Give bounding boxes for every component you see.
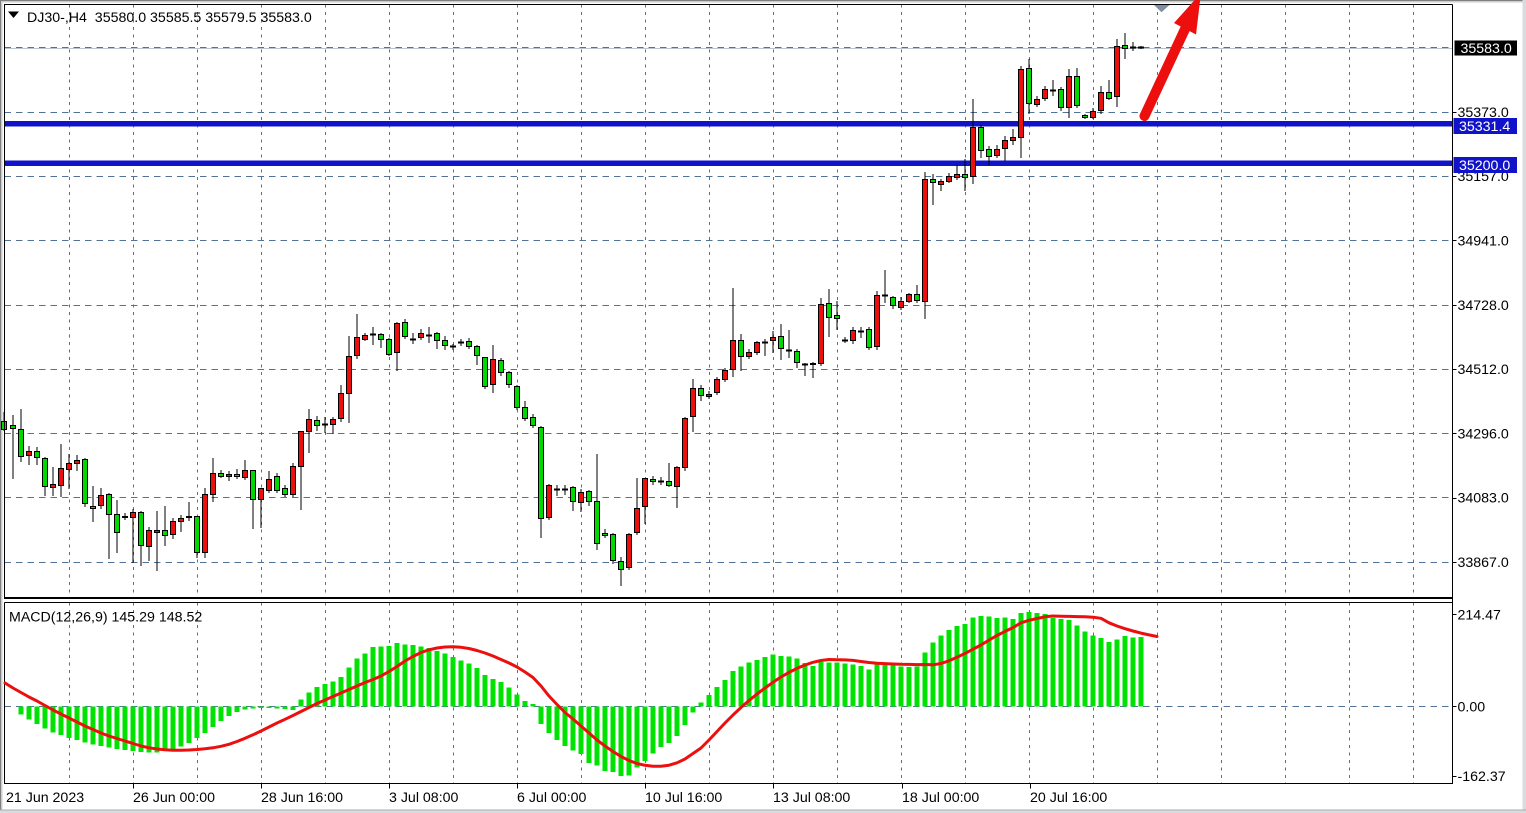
svg-text:26 Jun 00:00: 26 Jun 00:00 [133,790,215,806]
svg-text:34083.0: 34083.0 [1458,491,1509,507]
svg-text:13 Jul 08:00: 13 Jul 08:00 [773,790,850,806]
svg-text:18 Jul 00:00: 18 Jul 00:00 [902,790,979,806]
svg-text:34512.0: 34512.0 [1458,362,1509,378]
svg-text:-162.37: -162.37 [1458,769,1506,785]
svg-text:34941.0: 34941.0 [1458,234,1509,250]
svg-text:214.47: 214.47 [1458,607,1502,623]
svg-text:DJ30-,H4 35580.0 35585.5 3557: DJ30-,H4 35580.0 35585.5 35579.5 35583.0 [27,10,312,26]
svg-text:10 Jul 16:00: 10 Jul 16:00 [645,790,722,806]
svg-text:33867.0: 33867.0 [1458,555,1509,571]
svg-text:35200.0: 35200.0 [1459,158,1510,174]
svg-text:34728.0: 34728.0 [1458,298,1509,314]
svg-text:35373.0: 35373.0 [1458,105,1509,121]
svg-text:3 Jul 08:00: 3 Jul 08:00 [389,790,459,806]
svg-text:35583.0: 35583.0 [1461,41,1512,57]
svg-text:21 Jun 2023: 21 Jun 2023 [6,790,84,806]
svg-text:35331.4: 35331.4 [1459,119,1510,135]
svg-text:34296.0: 34296.0 [1458,426,1509,442]
svg-text:6 Jul 00:00: 6 Jul 00:00 [517,790,587,806]
svg-text:20 Jul 16:00: 20 Jul 16:00 [1030,790,1107,806]
svg-text:0.00: 0.00 [1458,700,1486,716]
svg-text:35157.0: 35157.0 [1458,169,1509,185]
svg-text:28 Jun 16:00: 28 Jun 16:00 [261,790,343,806]
svg-text:MACD(12,26,9) 145.29 148.52: MACD(12,26,9) 145.29 148.52 [9,610,202,626]
